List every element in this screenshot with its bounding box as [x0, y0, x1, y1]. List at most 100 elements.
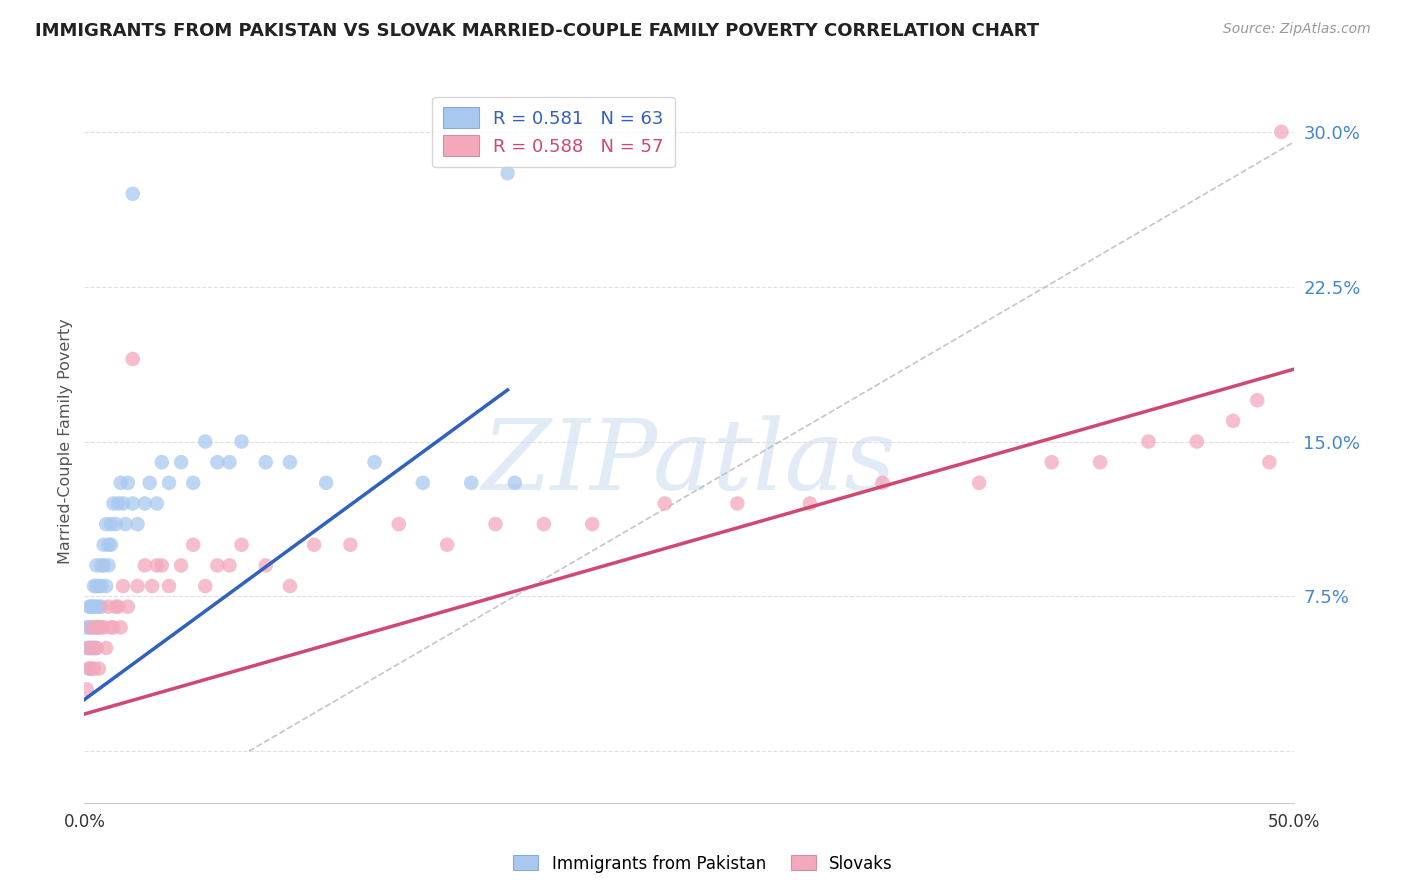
Point [967, 475, 990, 490]
Point [181, 475, 204, 490]
Point [231, 434, 253, 449]
Point [254, 455, 277, 469]
Point [104, 517, 127, 532]
Point [278, 455, 301, 469]
Point [194, 434, 217, 449]
Point [90, 579, 112, 593]
Point [146, 558, 169, 573]
Text: Source: ZipAtlas.com: Source: ZipAtlas.com [1223, 22, 1371, 37]
Point [77, 640, 100, 655]
Point [80, 640, 103, 655]
Point [76, 620, 98, 634]
Point [83, 579, 105, 593]
Point [104, 599, 127, 614]
Point [97, 538, 120, 552]
Point [134, 496, 156, 510]
Point [94, 640, 117, 655]
Point [194, 579, 217, 593]
Point [80, 620, 103, 634]
Point [254, 558, 277, 573]
Point [100, 517, 122, 532]
Point [112, 496, 135, 510]
Point [725, 496, 748, 510]
Point [1040, 455, 1063, 469]
Point [1222, 414, 1244, 428]
Point [654, 496, 676, 510]
Point [1270, 125, 1292, 139]
Legend: R = 0.581   N = 63, R = 0.588   N = 57: R = 0.581 N = 63, R = 0.588 N = 57 [432, 96, 675, 167]
Point [146, 496, 169, 510]
Point [1088, 455, 1111, 469]
Point [94, 579, 117, 593]
Point [86, 640, 108, 655]
Point [207, 455, 229, 469]
Point [112, 579, 135, 593]
Point [83, 640, 105, 655]
Point [86, 558, 108, 573]
Point [76, 640, 98, 655]
Point [127, 579, 149, 593]
Point [799, 496, 821, 510]
Point [94, 517, 117, 532]
Point [90, 599, 112, 614]
Point [107, 599, 129, 614]
Point [117, 599, 139, 614]
Point [138, 475, 160, 490]
Point [100, 620, 122, 634]
Point [86, 620, 108, 634]
Point [117, 475, 139, 490]
Point [97, 558, 120, 573]
Point [86, 599, 108, 614]
Point [103, 620, 125, 634]
Point [1137, 434, 1160, 449]
Point [436, 538, 458, 552]
Point [170, 558, 193, 573]
Point [207, 558, 229, 573]
Point [1246, 393, 1268, 408]
Point [83, 640, 105, 655]
Point [181, 538, 204, 552]
Point [496, 166, 519, 180]
Point [93, 538, 115, 552]
Legend: Immigrants from Pakistan, Slovaks: Immigrants from Pakistan, Slovaks [506, 848, 900, 880]
Point [302, 538, 325, 552]
Point [77, 662, 100, 676]
Point [97, 599, 120, 614]
Point [107, 496, 129, 510]
Point [77, 620, 100, 634]
Point [80, 662, 103, 676]
Point [150, 455, 173, 469]
Point [150, 558, 173, 573]
Point [412, 475, 434, 490]
Point [87, 599, 110, 614]
Text: IMMIGRANTS FROM PAKISTAN VS SLOVAK MARRIED-COUPLE FAMILY POVERTY CORRELATION CHA: IMMIGRANTS FROM PAKISTAN VS SLOVAK MARRI… [35, 22, 1039, 40]
Point [86, 620, 108, 634]
Point [80, 599, 103, 614]
Point [80, 599, 103, 614]
Point [93, 620, 115, 634]
Point [110, 475, 132, 490]
Point [278, 579, 301, 593]
Point [1185, 434, 1208, 449]
Point [231, 538, 253, 552]
Point [80, 620, 103, 634]
Point [110, 620, 132, 634]
Point [339, 538, 361, 552]
Text: ZIPatlas: ZIPatlas [482, 416, 896, 511]
Point [157, 579, 180, 593]
Point [121, 351, 143, 366]
Point [87, 662, 110, 676]
Point [218, 455, 240, 469]
Point [87, 579, 110, 593]
Point [1258, 455, 1281, 469]
Point [121, 186, 143, 201]
Point [121, 496, 143, 510]
Point [87, 620, 110, 634]
Point [90, 558, 112, 573]
Point [93, 558, 115, 573]
Point [127, 517, 149, 532]
Point [315, 475, 337, 490]
Point [90, 620, 112, 634]
Point [484, 517, 506, 532]
Point [157, 475, 180, 490]
